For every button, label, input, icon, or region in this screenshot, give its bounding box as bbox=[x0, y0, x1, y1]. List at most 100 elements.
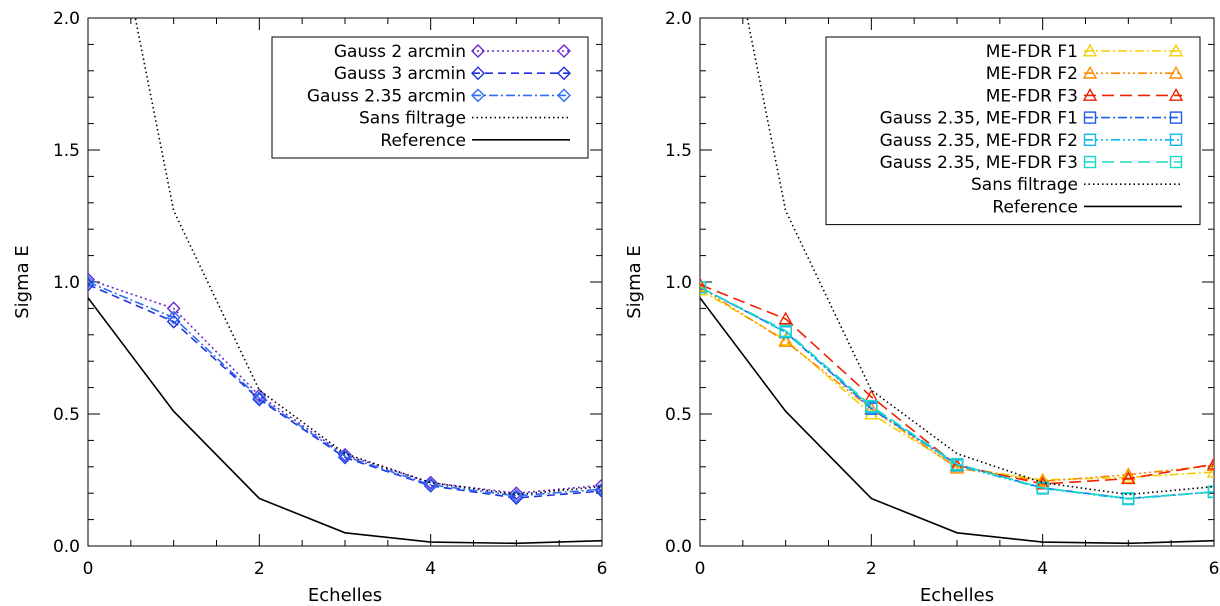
legend-label-sans-filtrage: Sans filtrage bbox=[971, 175, 1078, 195]
data-point-gauss-3-arcmin bbox=[595, 484, 602, 499]
data-point-gauss-2-35-arcmin bbox=[252, 391, 267, 406]
data-point-gauss-2-arcmin bbox=[423, 475, 438, 490]
data-point-gauss-2-arcmin bbox=[166, 301, 181, 316]
legend-label-gauss-3-arcmin: Gauss 3 arcmin bbox=[334, 64, 466, 84]
series-line-gauss-2-arcmin bbox=[88, 278, 602, 495]
data-point-gauss-2-35-me-fdr-f3 bbox=[1036, 481, 1049, 495]
data-point-gauss-2-35-me-fdr-f3 bbox=[1122, 492, 1135, 505]
data-point-gauss-3-arcmin bbox=[88, 277, 95, 292]
series-line-gauss-2-35-arcmin bbox=[88, 281, 602, 497]
data-point-gauss-2-35-arcmin bbox=[509, 488, 524, 503]
data-point-gauss-2-35-me-fdr-f3 bbox=[700, 281, 707, 294]
data-point-gauss-3-arcmin bbox=[252, 392, 267, 407]
data-point-me-fdr-f2 bbox=[778, 333, 793, 347]
x-axis-title: Echelles bbox=[308, 585, 382, 606]
data-point-gauss-3-arcmin bbox=[423, 478, 438, 493]
legend-marker bbox=[557, 66, 571, 81]
data-point-gauss-2-arcmin bbox=[509, 486, 524, 501]
data-point-me-fdr-f3 bbox=[1121, 471, 1136, 485]
legend-marker bbox=[471, 88, 485, 103]
data-point-me-fdr-f3 bbox=[700, 277, 708, 291]
data-point-gauss-2-35-me-fdr-f3 bbox=[865, 399, 878, 413]
legend-label-reference: Reference bbox=[992, 197, 1078, 217]
legend-label-gauss-2-35-me-fdr-f2: Gauss 2.35, ME-FDR F2 bbox=[880, 131, 1078, 151]
legend-marker bbox=[1083, 111, 1097, 124]
left-chart-panel: 0 2 4 6 0.0 0.5 1.0 1.5 2.0 Echelles Sigma E Gauss … bbox=[12, 9, 608, 606]
legend-label-gauss-2-35-me-fdr-f3: Gauss 2.35, ME-FDR F3 bbox=[880, 153, 1078, 173]
legend-marker bbox=[1082, 43, 1098, 57]
data-point-gauss-2-35-me-fdr-f3 bbox=[950, 457, 964, 471]
legend-marker bbox=[1083, 133, 1097, 147]
legend-marker bbox=[1169, 155, 1183, 169]
series-group bbox=[88, 18, 602, 545]
series-line-reference bbox=[88, 297, 602, 545]
y-axis-title: Sigma E bbox=[12, 245, 33, 319]
series-line-me-fdr-f2 bbox=[700, 286, 1214, 483]
legend-marker bbox=[471, 66, 485, 81]
x-axis-title: Echelles bbox=[920, 585, 994, 606]
legend-label-gauss-2-35-arcmin: Gauss 2.35 arcmin bbox=[307, 86, 466, 106]
data-point-gauss-2-35-arcmin bbox=[166, 310, 181, 325]
legend-label-gauss-2-arcmin: Gauss 2 arcmin bbox=[334, 42, 466, 62]
legend-label-sans-filtrage: Sans filtrage bbox=[359, 109, 466, 129]
series-line-me-fdr-f1 bbox=[700, 289, 1214, 481]
x-tick-label: 0 bbox=[83, 559, 94, 579]
legend-marker bbox=[557, 44, 571, 58]
legend-marker bbox=[1082, 65, 1098, 79]
data-point-me-fdr-f2 bbox=[1035, 473, 1050, 487]
legend-marker bbox=[1168, 65, 1184, 79]
y-tick-label: 0.5 bbox=[665, 405, 692, 425]
legend-marker bbox=[471, 44, 485, 58]
legend-marker bbox=[1083, 155, 1097, 169]
series-line-gauss-3-arcmin bbox=[88, 283, 602, 499]
y-tick-label: 0.0 bbox=[665, 537, 692, 557]
y-tick-label: 0.5 bbox=[53, 405, 80, 425]
series-line-gauss-2-35-me-fdr-f3 bbox=[700, 286, 1214, 500]
y-tick-label: 2.0 bbox=[665, 9, 692, 29]
series-line-reference bbox=[700, 297, 1214, 545]
legend-box bbox=[825, 36, 1201, 226]
data-point-me-fdr-f3 bbox=[778, 311, 793, 325]
legend-label-reference: Reference bbox=[380, 131, 466, 151]
x-tick-label: 2 bbox=[254, 559, 265, 579]
y-tick-label: 1.0 bbox=[53, 273, 80, 293]
y-tick-label: 1.0 bbox=[665, 273, 692, 293]
legend-marker bbox=[1168, 87, 1184, 101]
x-tick-label: 4 bbox=[1037, 559, 1048, 579]
legend-label-me-fdr-f3: ME-FDR F3 bbox=[986, 86, 1078, 106]
legend-marker bbox=[557, 88, 571, 103]
data-point-me-fdr-f1 bbox=[1206, 464, 1214, 478]
data-point-gauss-2-35-arcmin bbox=[595, 482, 602, 497]
y-axis-title: Sigma E bbox=[624, 245, 645, 319]
y-tick-label: 2.0 bbox=[53, 9, 80, 29]
x-tick-label: 6 bbox=[597, 559, 608, 579]
series-line-me-fdr-f3 bbox=[700, 283, 1214, 485]
data-point-me-fdr-f2 bbox=[949, 460, 965, 474]
legend-box bbox=[271, 36, 589, 159]
x-tick-label: 0 bbox=[695, 559, 706, 579]
right-chart-panel: 0 2 4 6 0.0 0.5 1.0 1.5 2.0 Echelles Sigma E ME-FDR… bbox=[624, 9, 1220, 606]
data-point-gauss-3-arcmin bbox=[338, 450, 352, 465]
data-point-me-fdr-f2 bbox=[1121, 467, 1136, 481]
legend-marker bbox=[1169, 133, 1183, 147]
data-point-me-fdr-f3 bbox=[1206, 456, 1214, 470]
x-tick-label: 6 bbox=[1209, 559, 1220, 579]
y-tick-label: 0.0 bbox=[53, 537, 80, 557]
data-point-gauss-2-arcmin bbox=[595, 478, 602, 493]
x-tick-label: 4 bbox=[425, 559, 436, 579]
data-point-gauss-2-arcmin bbox=[88, 272, 95, 287]
legend-label-me-fdr-f2: ME-FDR F2 bbox=[986, 64, 1078, 84]
data-point-gauss-2-35-arcmin bbox=[88, 275, 95, 289]
legend-marker bbox=[1168, 43, 1184, 57]
series-group bbox=[700, 18, 1214, 545]
y-tick-label: 1.5 bbox=[665, 141, 692, 161]
data-point-gauss-2-35-arcmin bbox=[423, 477, 438, 492]
legend-label-gauss-2-35-me-fdr-f1: Gauss 2.35, ME-FDR F1 bbox=[880, 109, 1078, 129]
y-tick-label: 1.5 bbox=[53, 141, 80, 161]
legend-label-me-fdr-f1: ME-FDR F1 bbox=[986, 42, 1078, 62]
x-tick-label: 2 bbox=[866, 559, 877, 579]
data-point-gauss-2-35-me-fdr-f3 bbox=[1207, 485, 1214, 499]
